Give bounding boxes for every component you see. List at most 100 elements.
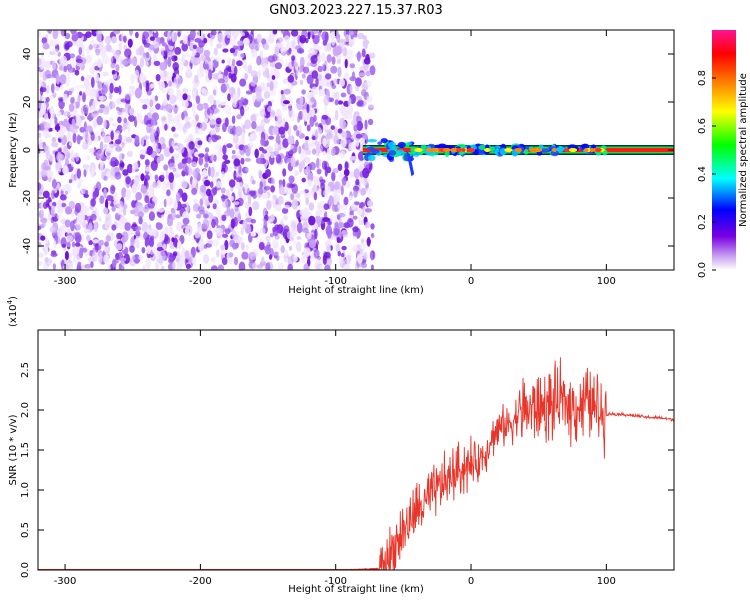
noise-blob [160, 265, 165, 270]
noise-blob [318, 88, 325, 96]
signal-blob [555, 146, 566, 151]
noise-blob [341, 121, 347, 129]
signal-core [529, 148, 539, 152]
noise-blob [355, 77, 362, 87]
noise-blob [277, 195, 284, 205]
noise-blob [234, 65, 238, 76]
noise-blob [151, 228, 157, 237]
noise-blob [320, 208, 326, 213]
signal-core [589, 148, 595, 152]
y-tick-label: 2.0 [20, 402, 31, 418]
noise-blob [216, 249, 220, 258]
noise-blob [168, 254, 176, 262]
noise-blob [110, 157, 118, 165]
noise-blob [256, 264, 264, 269]
noise-blob [51, 179, 57, 189]
noise-blob [104, 143, 108, 150]
signal-core [455, 148, 462, 152]
noise-blob [51, 142, 59, 148]
noise-blob [316, 157, 320, 169]
noise-blob [40, 200, 44, 211]
noise-blob [257, 69, 261, 79]
noise-blob [326, 132, 333, 139]
noise-blob [241, 251, 249, 260]
noise-blob [266, 145, 273, 153]
noise-blob [199, 238, 204, 249]
noise-blob [133, 237, 140, 249]
signal-core [584, 148, 589, 152]
noise-blob [135, 31, 139, 39]
noise-blob [110, 62, 116, 69]
noise-blob [222, 154, 228, 161]
noise-blob [82, 141, 89, 150]
noise-blob [301, 177, 306, 183]
noise-blob [272, 126, 279, 136]
noise-blob [261, 256, 265, 264]
noise-blob [126, 150, 133, 158]
noise-blob [235, 172, 243, 178]
noise-blob [38, 170, 42, 181]
noise-blob [346, 218, 354, 228]
noise-blob [126, 163, 134, 174]
noise-blob [163, 164, 169, 171]
noise-blob [295, 241, 302, 252]
noise-blob [261, 149, 268, 154]
signal-blob [396, 149, 405, 157]
noise-blob [167, 218, 173, 227]
noise-blob [314, 259, 322, 265]
noise-blob [85, 31, 92, 38]
noise-blob [199, 209, 205, 215]
noise-blob [200, 184, 207, 193]
noise-blob [59, 194, 67, 201]
noise-blob [144, 159, 150, 166]
noise-blob [82, 131, 89, 140]
noise-blob [39, 224, 45, 229]
noise-blob [81, 52, 85, 58]
noise-blob [240, 242, 245, 251]
y-tick-label: -20 [22, 190, 33, 206]
noise-blob [72, 247, 76, 253]
noise-blob [146, 227, 151, 235]
noise-blob [188, 141, 195, 150]
noise-blob [153, 60, 161, 66]
signal-core [536, 148, 542, 152]
noise-blob [84, 106, 88, 115]
noise-blob [241, 59, 248, 70]
noise-blob [179, 56, 186, 64]
noise-blob [212, 73, 220, 80]
noise-blob [118, 264, 125, 270]
noise-blob [227, 93, 231, 102]
colorbar: 0.0 0.2 0.4 0.6 0.8 Normalized spectral ampl… [697, 30, 749, 278]
noise-blob [269, 254, 273, 260]
noise-blob [361, 48, 366, 58]
noise-blob [316, 46, 322, 51]
noise-blob [226, 206, 230, 214]
noise-blob [293, 240, 298, 246]
noise-blob [62, 93, 68, 104]
noise-blob [300, 160, 306, 169]
noise-blob [296, 222, 303, 234]
noise-blob [239, 78, 247, 87]
noise-blob [213, 154, 217, 162]
noise-blob [68, 200, 76, 210]
noise-blob [301, 228, 309, 233]
noise-blob [326, 54, 332, 63]
noise-blob [123, 35, 127, 43]
noise-blob [366, 187, 372, 195]
noise-blob [230, 218, 236, 229]
noise-blob [299, 56, 305, 67]
noise-blob [241, 32, 245, 37]
noise-blob [52, 92, 57, 98]
noise-blob [227, 125, 234, 134]
noise-blob [73, 232, 80, 237]
noise-blob [206, 188, 212, 197]
noise-blob [89, 105, 95, 113]
noise-blob [64, 219, 71, 228]
noise-blob [82, 92, 86, 103]
noise-blob [152, 30, 159, 39]
noise-blob [120, 98, 128, 103]
snr-line [38, 357, 674, 570]
noise-blob [206, 230, 213, 240]
noise-blob [273, 251, 279, 256]
noise-blob [301, 89, 306, 95]
